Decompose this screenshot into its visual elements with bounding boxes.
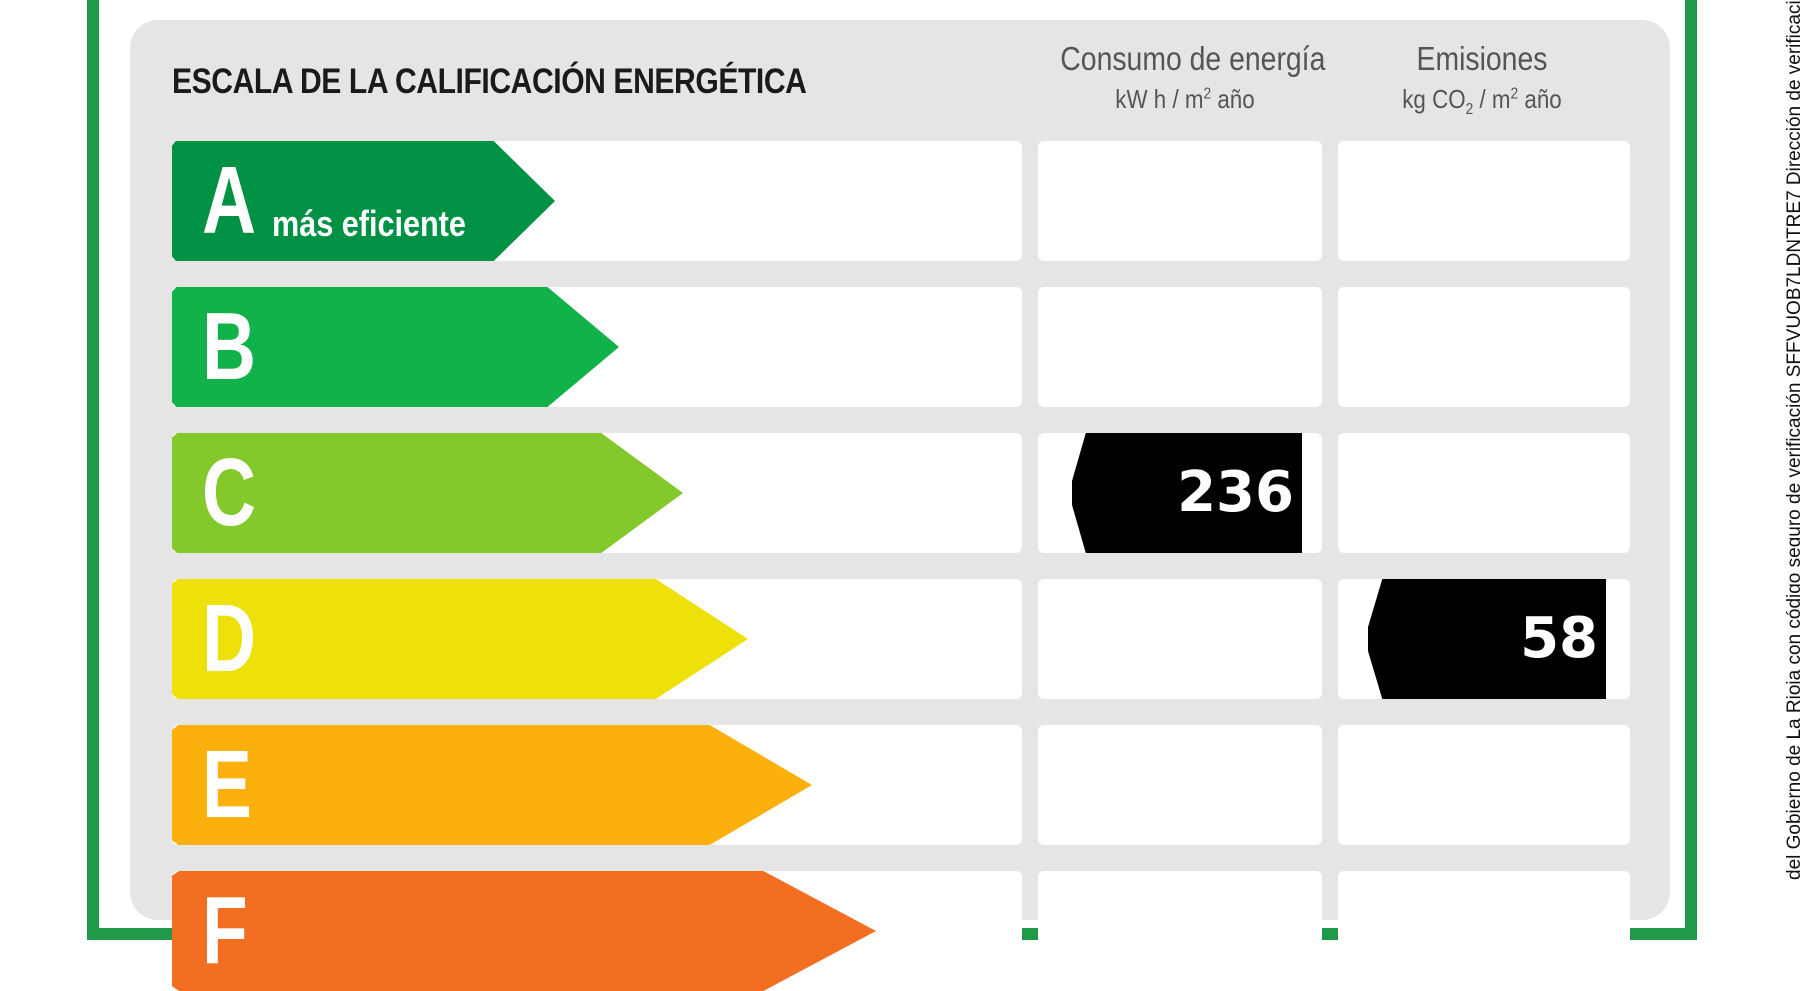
rating-row-c: C 236 xyxy=(172,433,1630,553)
rating-band-d xyxy=(172,579,748,699)
rating-sublabel: más eficiente xyxy=(272,203,466,244)
emisiones-cell xyxy=(1338,141,1630,261)
consumo-unit: kW h / m2 año xyxy=(1115,84,1255,114)
emisiones-cell xyxy=(1338,725,1630,845)
emisiones-unit: kg CO2 / m2 año xyxy=(1402,84,1562,119)
rating-letter: F xyxy=(202,877,248,984)
rating-row-e: E xyxy=(172,725,1630,845)
verification-side-text: del Gobierno de La Rioja con código segu… xyxy=(1784,0,1800,880)
consumo-cell xyxy=(1038,287,1322,407)
consumo-marker: 236 xyxy=(1072,433,1302,553)
emisiones-cell xyxy=(1338,433,1630,553)
rating-row-b: B xyxy=(172,287,1630,407)
rating-letter: D xyxy=(202,585,257,692)
consumo-cell xyxy=(1038,141,1322,261)
label-title: ESCALA DE LA CALIFICACIÓN ENERGÉTICA xyxy=(172,62,807,101)
consumo-cell xyxy=(1038,725,1322,845)
rating-letter: E xyxy=(202,731,252,838)
rating-letter: C xyxy=(202,439,257,546)
rating-band-e xyxy=(172,725,812,845)
consumo-cell xyxy=(1038,871,1322,991)
rating-letter: A xyxy=(202,147,257,254)
consumo-title: Consumo de energía xyxy=(1060,40,1326,77)
consumo-cell xyxy=(1038,579,1322,699)
rating-band-b xyxy=(172,287,619,407)
emisiones-marker: 58 xyxy=(1368,579,1606,699)
rating-row-d: D 58 xyxy=(172,579,1630,699)
rating-row-f: F xyxy=(172,871,1630,991)
emisiones-title: Emisiones xyxy=(1416,40,1548,77)
emisiones-cell xyxy=(1338,287,1630,407)
rating-band-c xyxy=(172,433,683,553)
rating-band-f xyxy=(172,871,876,991)
rating-band-a xyxy=(172,141,555,261)
emisiones-cell xyxy=(1338,871,1630,991)
column-header-emisiones: Emisiones kg CO2 / m2 año xyxy=(1337,40,1627,119)
column-header-consumo: Consumo de energía kW h / m2 año xyxy=(1040,40,1330,115)
rating-letter: B xyxy=(202,293,257,400)
